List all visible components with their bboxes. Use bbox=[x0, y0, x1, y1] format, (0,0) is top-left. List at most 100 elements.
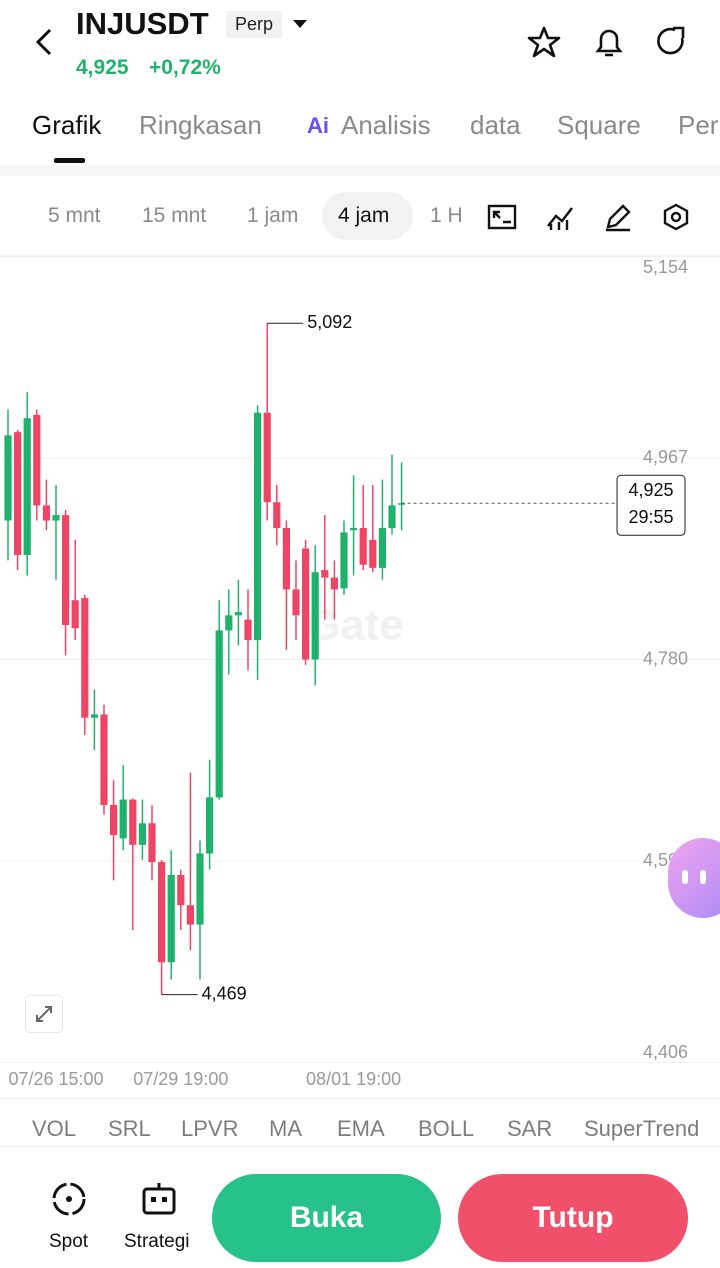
candle-body bbox=[138, 823, 146, 845]
current-price-box bbox=[616, 474, 686, 536]
candle-body bbox=[81, 598, 89, 718]
open-button[interactable]: Buka bbox=[212, 1174, 441, 1262]
indicator[interactable]: SRL bbox=[108, 1116, 151, 1141]
candle-body bbox=[282, 528, 290, 590]
candle-body bbox=[167, 875, 175, 963]
x-tick-label: 07/26 15:00 bbox=[8, 1069, 103, 1089]
candle-body bbox=[23, 418, 31, 555]
candle-body bbox=[378, 528, 386, 568]
tab-indicator bbox=[54, 158, 85, 163]
candle-body bbox=[340, 532, 348, 589]
candle-body bbox=[321, 570, 329, 578]
candle-body bbox=[177, 875, 185, 906]
indicator[interactable]: EMA bbox=[337, 1116, 385, 1141]
candle-body bbox=[254, 412, 262, 641]
draw-icon[interactable] bbox=[603, 202, 633, 232]
candle-body bbox=[100, 714, 108, 805]
watermark: Gate bbox=[306, 601, 404, 650]
price-change: +0,72% bbox=[149, 56, 221, 79]
tab[interactable]: data bbox=[470, 110, 521, 140]
candle-body bbox=[206, 797, 214, 854]
tab[interactable]: Square bbox=[557, 110, 641, 140]
candle-body bbox=[263, 412, 271, 503]
y-tick-label: 5,154 bbox=[643, 257, 688, 277]
candle-body bbox=[273, 502, 281, 529]
y-tick-label: 4,967 bbox=[643, 447, 688, 467]
current-price-label: 4,925 bbox=[628, 480, 673, 500]
tab[interactable]: Grafik bbox=[32, 110, 102, 140]
candle-body bbox=[129, 799, 137, 845]
candle-body bbox=[148, 823, 156, 863]
interval[interactable]: 15 mnt bbox=[142, 204, 207, 227]
favorite-icon[interactable] bbox=[527, 25, 561, 59]
indicator-icon[interactable] bbox=[545, 202, 575, 232]
candle-body bbox=[33, 414, 41, 506]
x-tick-label: 08/01 19:00 bbox=[306, 1069, 401, 1089]
alert-icon[interactable] bbox=[592, 24, 626, 60]
tab[interactable]: Ringkasan bbox=[139, 110, 262, 140]
expand-icon bbox=[36, 1006, 52, 1022]
divider bbox=[0, 1098, 720, 1099]
share-icon[interactable] bbox=[655, 25, 689, 59]
spot-label[interactable]: Spot bbox=[49, 1231, 89, 1252]
settings-icon[interactable] bbox=[661, 202, 691, 232]
divider bbox=[0, 1146, 720, 1147]
candle-body bbox=[110, 804, 118, 836]
last-price: 4,925 bbox=[76, 56, 129, 79]
candle-body bbox=[71, 600, 79, 629]
symbol-title: INJUSDT bbox=[76, 6, 209, 41]
interval-selected-bg bbox=[322, 192, 413, 240]
indicator[interactable]: BOLL bbox=[418, 1116, 475, 1141]
spot-icon[interactable] bbox=[50, 1180, 88, 1218]
perp-badge: Perp bbox=[226, 11, 283, 38]
candle-body bbox=[42, 505, 50, 521]
strategy-icon[interactable] bbox=[140, 1180, 178, 1218]
ai-badge: Ai bbox=[307, 113, 329, 138]
candle-body bbox=[311, 572, 319, 660]
candle-body bbox=[234, 612, 242, 616]
candle-body bbox=[244, 619, 252, 641]
candle-body bbox=[14, 432, 22, 555]
y-tick-label: 4,406 bbox=[643, 1042, 688, 1062]
tab[interactable]: Analisis bbox=[341, 110, 431, 140]
candle-body bbox=[292, 589, 300, 616]
interval[interactable]: 1 H bbox=[430, 204, 463, 227]
candle-body bbox=[369, 539, 377, 568]
expand-button[interactable] bbox=[25, 995, 63, 1033]
candle-body bbox=[62, 515, 70, 626]
indicator[interactable]: VOL bbox=[32, 1116, 77, 1141]
candle-body bbox=[225, 615, 233, 631]
candle-body bbox=[52, 515, 60, 521]
indicator[interactable]: LPVR bbox=[181, 1116, 239, 1141]
candle-body bbox=[359, 528, 367, 565]
assistant-bubble[interactable] bbox=[668, 838, 720, 918]
dropdown-icon[interactable] bbox=[292, 18, 308, 30]
chart-mode-icon[interactable] bbox=[486, 202, 518, 232]
interval[interactable]: 5 mnt bbox=[48, 204, 101, 227]
candle-body bbox=[330, 577, 338, 590]
close-button[interactable]: Tutup bbox=[458, 1174, 688, 1262]
interval[interactable]: 4 jam bbox=[338, 204, 390, 227]
x-tick-label: 07/29 19:00 bbox=[133, 1069, 228, 1089]
y-tick-label: 4,780 bbox=[643, 648, 688, 668]
strategy-label[interactable]: Strategi bbox=[124, 1231, 190, 1252]
back-button[interactable] bbox=[30, 26, 58, 58]
candle-body bbox=[398, 503, 406, 505]
candle-body bbox=[158, 862, 166, 963]
tab[interactable]: Perp bbox=[678, 110, 720, 140]
interval[interactable]: 1 jam bbox=[247, 204, 299, 227]
candle-body bbox=[119, 799, 127, 839]
annotation-label: 5,092 bbox=[307, 312, 352, 332]
assistant-eyes bbox=[682, 870, 706, 884]
indicator[interactable]: MA bbox=[269, 1116, 302, 1141]
annotation-label: 4,469 bbox=[202, 983, 247, 1003]
candle-body bbox=[90, 714, 98, 718]
indicator[interactable]: SAR bbox=[507, 1116, 553, 1141]
candle-body bbox=[388, 505, 396, 529]
indicator[interactable]: SuperTrend bbox=[584, 1116, 700, 1141]
candle-body bbox=[215, 630, 223, 798]
candle-body bbox=[350, 528, 358, 531]
indicator-bar: VOL SRL LPVR MA EMA BOLL SAR SuperTrend bbox=[0, 1116, 720, 1146]
